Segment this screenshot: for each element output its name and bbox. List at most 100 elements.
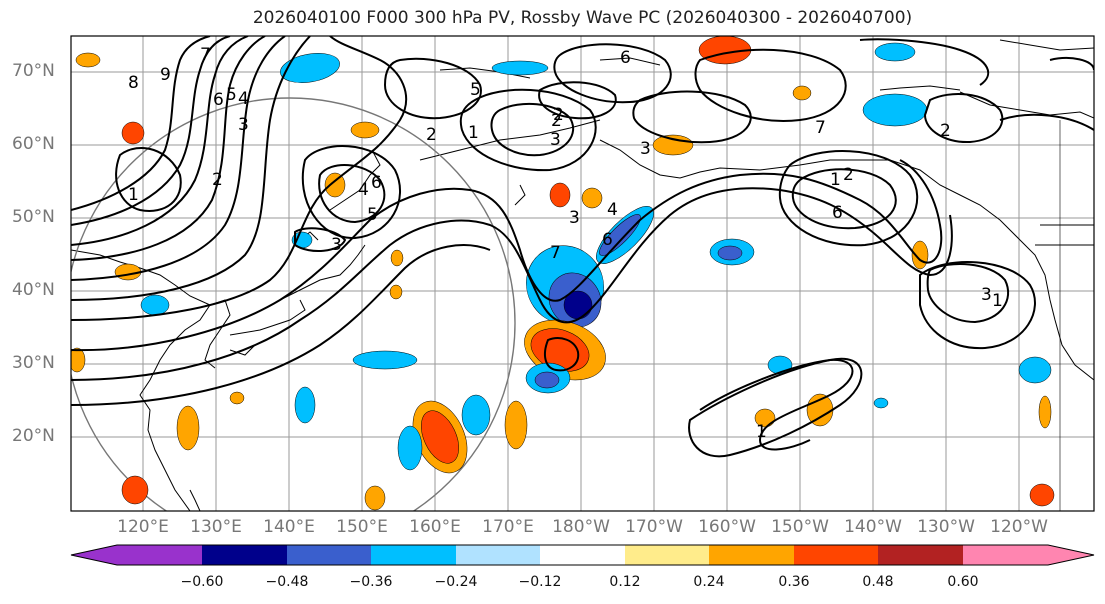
positive-anomaly	[1038, 395, 1052, 429]
colorbar-cell	[709, 545, 794, 565]
contour-label: 8	[128, 73, 139, 93]
colorbar-tick-label: 0.24	[693, 574, 725, 590]
positive-anomaly	[176, 405, 200, 451]
lon-label-160e: 160°E	[409, 517, 461, 537]
lat-label-60n: 60°N	[12, 134, 55, 154]
colorbar-cell	[878, 545, 963, 565]
positive-anomaly	[121, 475, 149, 505]
lon-label-160w: 160°W	[698, 517, 756, 537]
contour-label: 7	[815, 118, 826, 138]
contour-label: 3	[238, 115, 249, 135]
map-title: 2026040100 F000 300 hPa PV, Rossby Wave …	[252, 8, 913, 28]
colorbar-cell	[371, 545, 456, 565]
negative-anomaly	[873, 397, 889, 409]
lon-label-170e: 170°E	[482, 517, 534, 537]
contour-label: 6	[602, 230, 613, 250]
contour-label: 5	[470, 80, 481, 100]
lon-label-130e: 130°E	[190, 517, 242, 537]
lon-label-140e: 140°E	[263, 517, 315, 537]
contour-label: 6	[213, 90, 224, 110]
contour-label: 5	[226, 85, 237, 105]
positive-anomaly	[390, 249, 404, 267]
negative-anomaly	[397, 425, 423, 471]
colorbar-cell	[625, 545, 709, 565]
contour-label: 1	[756, 422, 767, 442]
lat-label-50n: 50°N	[12, 207, 55, 227]
lat-label-40n: 40°N	[12, 280, 55, 300]
lat-label-70n: 70°N	[12, 61, 55, 81]
contour-label: 3	[981, 285, 992, 305]
coastlines	[71, 39, 1094, 511]
colorbar-tick-label: 0.12	[609, 574, 641, 590]
colorbar-tick-label: 0.36	[778, 574, 810, 590]
colorbar-extend-high	[1048, 545, 1094, 565]
lat-label-20n: 20°N	[12, 426, 55, 446]
positive-anomaly	[549, 182, 571, 208]
lon-label-170w: 170°W	[625, 517, 683, 537]
colorbar-cell	[540, 545, 625, 565]
contour-label: 4	[358, 180, 369, 200]
contour-label: 9	[160, 65, 171, 85]
negative-anomaly	[352, 350, 418, 370]
contour-label: 2	[940, 121, 951, 141]
positive-anomaly	[71, 347, 86, 373]
positive-anomaly	[652, 134, 694, 156]
colorbar-cell	[794, 545, 878, 565]
colorbar-tick-label: 0.48	[862, 574, 894, 590]
colorbar-cell	[202, 545, 287, 565]
contour-label: 2	[551, 111, 562, 131]
negative-anomaly	[491, 60, 549, 76]
negative-anomaly	[1018, 356, 1052, 384]
contour-label: 6	[371, 173, 382, 193]
positive-anomaly	[389, 284, 403, 300]
positive-anomaly	[792, 85, 812, 101]
contour-label: 1	[468, 123, 479, 143]
lat-label-30n: 30°N	[12, 353, 55, 373]
colorbar-cell	[117, 545, 202, 565]
colorbar-tick-label: −0.12	[518, 574, 562, 590]
contour-label: 7	[200, 45, 211, 65]
map-frame	[70, 35, 1095, 512]
great-circle-ring	[71, 97, 516, 511]
negative-anomaly	[294, 386, 316, 424]
contour-label: 1	[830, 170, 841, 190]
negative-anomaly	[534, 371, 560, 389]
positive-anomaly	[581, 187, 603, 209]
colorbar-tick-label: −0.48	[265, 574, 309, 590]
contour-label: 4	[607, 200, 618, 220]
positive-anomaly	[1029, 483, 1055, 507]
contour-label: 2	[843, 165, 854, 185]
negative-anomaly	[599, 214, 641, 256]
colorbar-cell	[287, 545, 371, 565]
contour-label: 1	[128, 185, 139, 205]
contour-label: 1	[992, 291, 1003, 311]
positive-anomaly	[229, 391, 245, 405]
lon-label-120w: 120°W	[990, 517, 1048, 537]
negative-anomaly	[874, 42, 916, 62]
lon-label-140w: 140°W	[844, 517, 902, 537]
contour-label: 3	[640, 139, 651, 159]
negative-anomaly	[140, 294, 170, 316]
contour-label: 6	[832, 203, 843, 223]
colorbar-tick-label: −0.60	[180, 574, 224, 590]
negative-anomaly	[717, 245, 743, 261]
positive-anomaly	[75, 52, 101, 68]
contour-label: 3	[569, 208, 580, 228]
positive-anomaly	[364, 485, 386, 511]
positive-anomaly	[421, 410, 459, 464]
negative-anomaly	[862, 93, 928, 127]
contour-label: 2	[212, 170, 223, 190]
colorbar	[70, 544, 1095, 566]
positive-anomaly	[324, 172, 346, 198]
contour-label: 2	[426, 125, 437, 145]
colorbar-extend-low	[71, 545, 117, 565]
lon-label-180w: 180°W	[552, 517, 610, 537]
colorbar-tick-label: −0.36	[349, 574, 393, 590]
contour-label: 3	[331, 235, 342, 255]
lon-label-150e: 150°E	[336, 517, 388, 537]
lon-label-150w: 150°W	[771, 517, 829, 537]
colorbar-cell	[963, 545, 1048, 565]
colorbar-tick-label: −0.24	[434, 574, 478, 590]
